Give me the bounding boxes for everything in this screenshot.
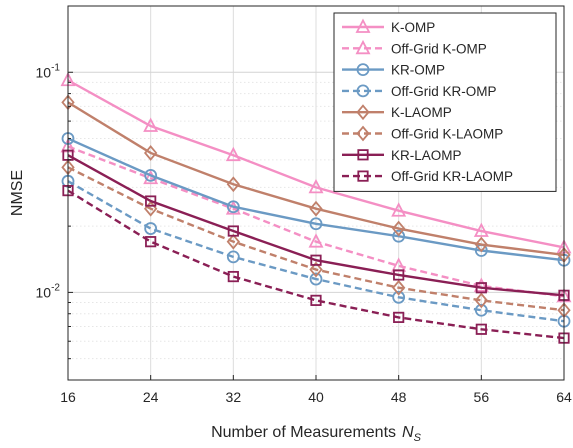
- data-point: [393, 269, 405, 281]
- data-point: [391, 220, 406, 237]
- data-point: [227, 225, 239, 237]
- data-point: [226, 250, 240, 264]
- data-point: [145, 236, 157, 248]
- y-tick-label: 10-1: [36, 62, 61, 80]
- data-point: [473, 222, 489, 237]
- x-tick-label: 64: [556, 389, 572, 405]
- data-point: [227, 270, 239, 283]
- x-tick-label: 24: [143, 389, 159, 405]
- data-point: [392, 229, 406, 243]
- data-point: [393, 311, 405, 323]
- data-point: [474, 236, 489, 253]
- data-point: [226, 176, 241, 193]
- data-point: [392, 290, 406, 304]
- legend-marker: [356, 63, 370, 76]
- data-point: [475, 282, 487, 294]
- series-line: [67, 79, 565, 249]
- x-tick-label: 56: [474, 389, 490, 405]
- legend-label: Off-Grid K-OMP: [391, 41, 487, 56]
- data-point: [225, 146, 241, 162]
- data-point: [226, 200, 240, 214]
- data-point: [143, 117, 159, 132]
- legend-label: KR-LAOMP: [391, 148, 462, 163]
- legend-marker: [355, 39, 371, 55]
- data-point: [473, 277, 489, 292]
- data-point: [391, 279, 406, 296]
- legend: K-OMP Off-Grid K-OMP KR-OMP Off-Grid KR-OMP…: [333, 12, 557, 192]
- data-point: [308, 178, 324, 194]
- legend-label: KR-OMP: [391, 63, 445, 78]
- series-line: [67, 101, 565, 257]
- legend-marker: [357, 149, 369, 161]
- data-point: [474, 292, 489, 309]
- data-point: [226, 233, 241, 250]
- data-point: [310, 294, 322, 306]
- x-tick-label: 40: [308, 389, 324, 405]
- series-line: [67, 180, 565, 323]
- legend-box: [333, 12, 557, 192]
- series-line: [67, 166, 565, 312]
- legend-label: K-LAOMP: [391, 105, 452, 120]
- data-point: [309, 200, 323, 217]
- series-lines: [60, 71, 572, 344]
- series-line: [67, 189, 565, 340]
- data-point: [310, 254, 322, 266]
- series-line: [67, 145, 565, 298]
- axis-ticks: 16 24 32 40 48 56 64 10-1 10-2: [36, 62, 572, 405]
- y-tick-label: 10-2: [36, 282, 61, 300]
- data-point: [391, 202, 407, 217]
- x-tick-label: 32: [226, 389, 242, 405]
- data-point: [145, 195, 157, 207]
- y-axis-label: NMSE: [9, 170, 26, 216]
- x-tick-label: 16: [60, 389, 76, 405]
- data-point: [475, 323, 487, 335]
- x-axis-label: Number of Measurements NS: [211, 424, 422, 444]
- data-point: [144, 222, 158, 235]
- series-line: [67, 154, 565, 297]
- legend-label: Off-Grid KR-OMP: [391, 84, 497, 99]
- data-point: [309, 272, 323, 286]
- data-point: [308, 233, 324, 248]
- data-point: [309, 261, 323, 278]
- legend-marker: [356, 125, 370, 142]
- legend-marker: [357, 170, 369, 182]
- legend-marker: [355, 18, 371, 33]
- data-point: [144, 169, 158, 182]
- legend-label: Off-Grid K-LAOMP: [391, 127, 503, 142]
- legend-label: K-OMP: [391, 20, 435, 35]
- data-point: [143, 145, 158, 161]
- x-tick-label: 48: [391, 389, 407, 405]
- data-point: [309, 217, 323, 231]
- legend-marker: [356, 84, 370, 98]
- legend-marker: [356, 104, 370, 121]
- legend-label: Off-Grid KR-LAOMP: [391, 169, 513, 184]
- data-point: [474, 303, 488, 317]
